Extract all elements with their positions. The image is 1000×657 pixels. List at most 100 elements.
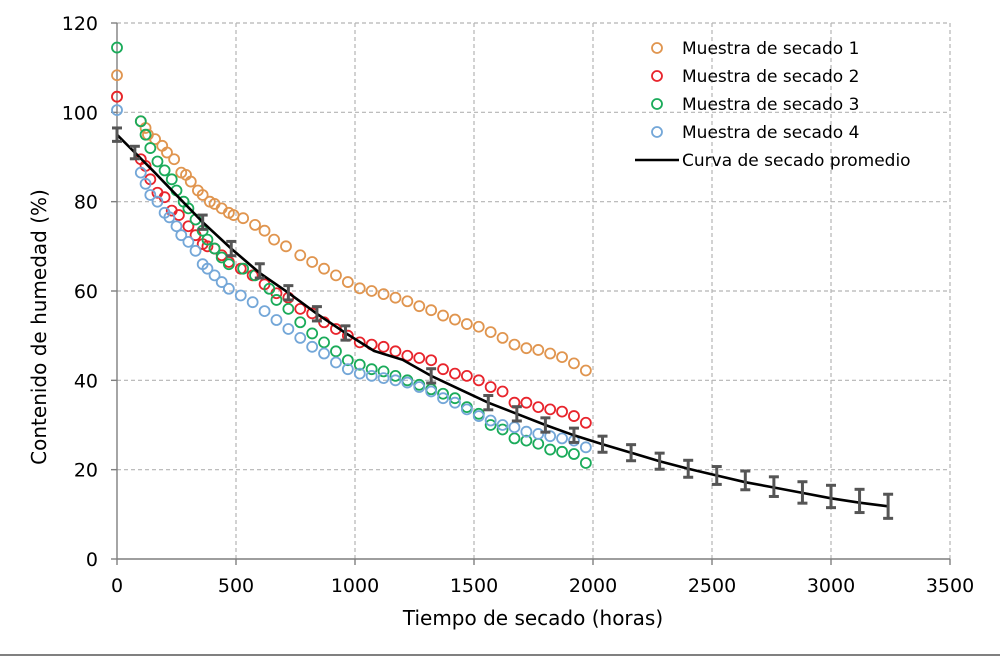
data-point [520, 342, 533, 355]
data-point [201, 233, 214, 246]
data-point [196, 189, 209, 201]
data-point [413, 352, 426, 364]
y-tick-label: 60 [74, 281, 98, 303]
data-point [365, 369, 378, 382]
data-point [568, 448, 580, 460]
data-point [508, 338, 521, 351]
data-point [532, 401, 545, 414]
data-point [189, 244, 202, 257]
data-point [544, 403, 557, 416]
data-point [449, 367, 461, 380]
legend-circle-marker [651, 98, 663, 110]
data-point [294, 302, 307, 315]
legend-label: Muestra de secado 2 [682, 67, 859, 87]
data-point [425, 385, 438, 398]
data-point [111, 104, 123, 116]
data-point [263, 282, 276, 295]
data-point [472, 374, 485, 387]
data-point [556, 351, 568, 364]
data-point [294, 331, 307, 344]
data-point [151, 155, 164, 168]
data-point [111, 41, 123, 54]
data-point [330, 345, 342, 358]
legend: Muestra de secado 1 Muestra de secado 2 Mu… [635, 39, 911, 171]
data-point [282, 302, 295, 315]
data-point [508, 432, 521, 445]
data-point [449, 313, 461, 326]
data-point [134, 115, 147, 128]
data-point [175, 229, 188, 242]
data-point [365, 285, 378, 297]
plot-area [111, 41, 894, 520]
data-point [496, 385, 509, 398]
legend-item-2: Muestra de secado 2 [651, 67, 859, 87]
data-point [237, 262, 250, 275]
y-tick-label: 0 [86, 549, 98, 571]
data-point [270, 294, 283, 306]
data-point [111, 69, 123, 82]
data-point [134, 166, 147, 179]
data-point [208, 242, 221, 255]
data-point [437, 387, 449, 400]
data-point [556, 405, 568, 418]
data-point [258, 224, 271, 237]
data-point [484, 381, 497, 393]
y-tick-label: 80 [74, 192, 98, 214]
data-point [234, 289, 247, 302]
legend-item-3: Muestra de secado 3 [651, 95, 859, 115]
data-point [341, 276, 354, 288]
data-point [215, 276, 228, 288]
data-point [377, 365, 390, 378]
data-point [579, 441, 592, 454]
data-point [270, 314, 283, 326]
legend-label: Curva de secado promedio [682, 151, 911, 171]
data-point [249, 218, 261, 231]
data-point [508, 421, 521, 434]
data-point [168, 153, 181, 166]
data-point [496, 419, 509, 431]
data-point [544, 347, 557, 360]
data-point [401, 349, 414, 362]
data-point [568, 410, 580, 422]
data-point [484, 419, 497, 431]
x-tick-label: 500 [218, 575, 254, 597]
data-point [484, 414, 497, 427]
data-point [294, 316, 307, 329]
data-point [151, 195, 164, 208]
data-point [532, 344, 545, 356]
legend-item-4: Muestra de secado 4 [651, 123, 859, 143]
data-point [579, 364, 592, 377]
data-point [182, 220, 195, 233]
legend-label: Muestra de secado 4 [682, 123, 859, 143]
legend-label: Muestra de secado 1 [682, 39, 859, 59]
x-tick-label: 3000 [807, 575, 855, 597]
data-point [237, 212, 250, 225]
x-axis-title: Tiempo de secado (horas) [402, 606, 663, 630]
x-tick-label: 1000 [331, 575, 379, 597]
y-tick-label: 40 [74, 370, 98, 392]
data-point [184, 175, 197, 188]
y-tick-label: 120 [62, 13, 98, 35]
data-point [449, 392, 461, 405]
data-point [496, 331, 509, 344]
data-point [460, 369, 473, 382]
data-point [425, 304, 438, 317]
data-point [149, 133, 161, 146]
y-axis-title: Contenido de humedad (%) [27, 189, 51, 465]
data-point [215, 251, 228, 264]
data-point [437, 392, 449, 405]
data-point [437, 363, 449, 376]
data-point [318, 347, 330, 360]
data-point [532, 437, 545, 450]
data-point [389, 374, 402, 387]
series-5 [112, 126, 894, 520]
data-point [520, 434, 533, 447]
data-point [165, 173, 178, 186]
data-point [170, 220, 183, 233]
legend-label: Muestra de secado 3 [682, 95, 859, 115]
data-point [282, 323, 295, 335]
data-point [401, 376, 414, 389]
legend-circle-marker [651, 42, 663, 54]
legend-item-5: Curva de secado promedio [635, 151, 911, 171]
data-point [389, 291, 402, 304]
